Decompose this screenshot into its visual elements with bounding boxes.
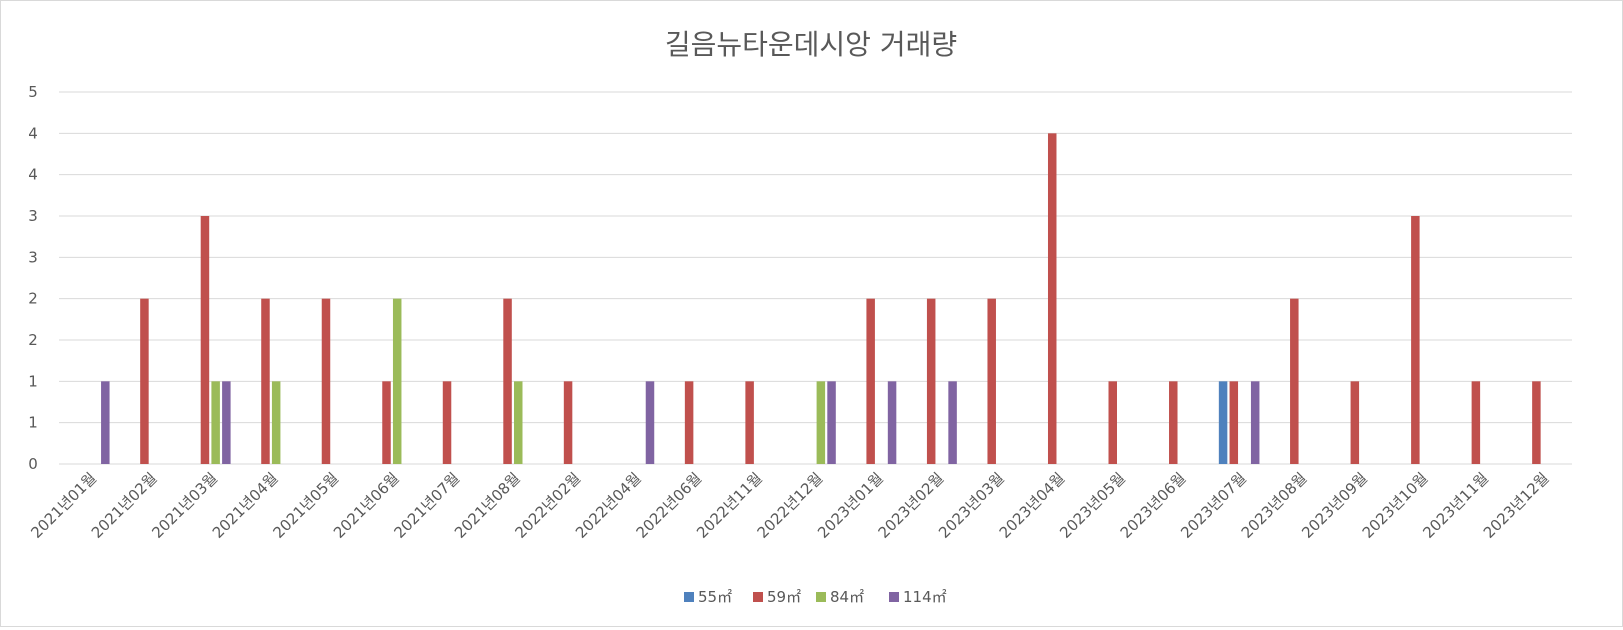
y-tick-label: 4 — [28, 124, 38, 142]
bar — [1290, 298, 1299, 464]
gridlines — [59, 91, 1572, 465]
bar — [987, 298, 996, 464]
bar — [271, 381, 281, 464]
bar — [745, 381, 754, 464]
x-axis-ticks: 2021년01월2021년02월2021년03월2021년04월2021년05월… — [27, 469, 1552, 542]
bar — [645, 381, 655, 464]
bar — [866, 298, 875, 464]
y-tick-label: 2 — [28, 290, 38, 308]
legend-label: 84㎡ — [830, 588, 864, 606]
y-tick-label: 1 — [28, 414, 38, 432]
bar — [1250, 381, 1260, 464]
bar — [1532, 381, 1541, 464]
bar — [1411, 216, 1420, 464]
bar — [1218, 381, 1228, 464]
bar — [1108, 381, 1117, 464]
chart-title: 길음뉴타운데시앙 거래량 — [665, 28, 957, 61]
y-tick-label: 3 — [28, 248, 38, 266]
y-tick-label: 2 — [28, 331, 38, 349]
legend-swatch — [684, 592, 694, 602]
bar — [140, 298, 149, 464]
bar — [261, 298, 270, 464]
bars — [101, 133, 1541, 465]
bar — [1047, 133, 1057, 465]
legend-swatch — [816, 592, 826, 602]
bar — [200, 216, 210, 464]
legend-entry: 114㎡ — [889, 588, 947, 606]
y-tick-label: 1 — [28, 372, 38, 390]
legend-label: 59㎡ — [767, 588, 801, 606]
bar — [321, 298, 331, 464]
legend-label: 55㎡ — [698, 588, 732, 606]
bar — [382, 381, 391, 464]
bar — [211, 381, 220, 464]
bar — [1471, 381, 1481, 464]
bar — [563, 381, 573, 464]
legend-swatch — [889, 592, 899, 602]
bar — [816, 381, 826, 464]
y-tick-label: 4 — [28, 166, 38, 184]
y-tick-label: 3 — [28, 207, 38, 225]
bar — [514, 381, 523, 464]
bar — [684, 381, 694, 464]
y-axis-ticks: 0 1 1 2 2 3 3 4 4 5 — [28, 83, 38, 473]
bar — [1229, 381, 1239, 464]
legend: 55㎡ 59㎡ 84㎡ 114㎡ — [684, 588, 947, 606]
bar — [948, 381, 957, 464]
legend-entry: 55㎡ — [684, 588, 732, 606]
bar — [926, 298, 936, 464]
bar — [887, 381, 897, 464]
legend-label: 114㎡ — [903, 588, 947, 606]
x-tick-label: 2023년12월 — [1480, 469, 1553, 542]
legend-swatch — [753, 592, 763, 602]
legend-entry: 59㎡ — [753, 588, 801, 606]
bar — [101, 381, 110, 464]
y-tick-label: 5 — [28, 83, 38, 101]
bar — [222, 381, 231, 464]
bar — [442, 381, 452, 464]
bar — [392, 298, 402, 464]
bar — [1169, 381, 1178, 464]
legend-entry: 84㎡ — [816, 588, 864, 606]
bar — [1350, 381, 1360, 464]
y-tick-label: 0 — [28, 455, 38, 473]
bar — [827, 381, 836, 464]
bar — [503, 298, 512, 464]
